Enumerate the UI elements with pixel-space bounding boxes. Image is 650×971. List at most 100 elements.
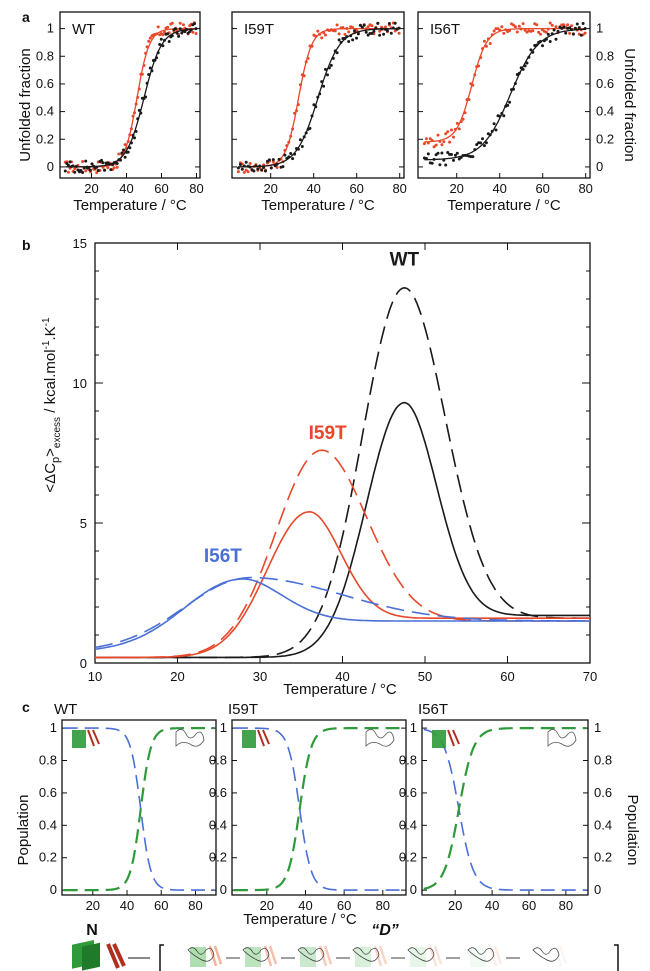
red-data-point	[521, 22, 525, 26]
denatured-ensemble-label: “D”	[371, 922, 399, 939]
black-data-point	[436, 151, 440, 155]
strand-icon	[447, 729, 460, 747]
helix-shape	[190, 947, 206, 967]
black-data-point	[192, 22, 196, 26]
y-tick-label: 0.2	[209, 850, 227, 865]
black-data-point	[484, 141, 488, 145]
black-data-point	[471, 155, 475, 159]
black-data-point	[508, 100, 512, 104]
y-tick-label: 1	[594, 720, 601, 735]
x-tick-label: 20	[449, 181, 463, 196]
red-data-point	[492, 29, 496, 33]
red-data-point	[112, 166, 116, 170]
red-data-point	[337, 32, 341, 36]
red-data-point	[461, 117, 465, 121]
x-tick-label: 80	[559, 898, 573, 913]
y-tick-label: 0.2	[594, 850, 612, 865]
black-data-point	[562, 25, 566, 29]
intermediate-structure-icon	[532, 945, 568, 967]
red-data-point	[320, 36, 324, 40]
black-data-point	[167, 40, 171, 43]
black-data-point	[446, 151, 450, 154]
strand-shape	[553, 945, 568, 967]
red-data-point	[432, 145, 436, 149]
red-data-point	[106, 166, 110, 170]
panel-b-xlabel: Temperature / °C	[283, 681, 397, 698]
panel-a-subplot-wt: 20 40 60 80 0 0.2 0.4 0.6 0.8 1 WT Temperature / °C	[36, 11, 204, 214]
red-data-point	[242, 170, 246, 174]
black-data-point	[133, 136, 136, 140]
black-data-point	[440, 151, 444, 155]
y-tick-label: 0	[410, 882, 417, 897]
black-data-point	[337, 38, 341, 42]
x-tick-label: 20	[84, 181, 98, 196]
y-tick-label: 1	[50, 720, 57, 735]
red-data-point	[181, 23, 185, 27]
x-tick-label: 40	[306, 181, 320, 196]
x-tick-label: 40	[485, 898, 499, 913]
red-data-point	[537, 30, 541, 34]
x-tick-label: 20	[86, 898, 100, 913]
red-data-point	[568, 31, 572, 35]
black-data-point	[525, 61, 529, 65]
red-data-point	[316, 29, 320, 33]
denatured-population-curve	[63, 727, 215, 892]
black-data-point	[178, 27, 182, 31]
black-fit-curve	[65, 28, 197, 168]
red-data-point	[548, 21, 552, 25]
red-data-point	[482, 39, 486, 43]
x-tick-label: 80	[189, 181, 203, 196]
x-tick-label: 50	[418, 669, 432, 684]
x-tick-label: 60	[337, 898, 351, 913]
red-data-point	[156, 25, 160, 29]
strand-shape	[208, 945, 223, 967]
red-data-point	[436, 133, 440, 137]
black-data-point	[376, 21, 380, 25]
black-data-point	[356, 32, 360, 36]
red-data-point	[271, 160, 275, 164]
intermediate-structure-icon	[467, 945, 520, 967]
red-data-point	[117, 152, 121, 156]
y-tick-label: 0.8	[399, 753, 417, 768]
red-data-point	[450, 128, 453, 132]
plot-frame	[231, 11, 405, 179]
red-data-point	[166, 25, 170, 29]
black-data-point	[453, 153, 457, 157]
black-data-point	[79, 169, 83, 172]
red-data-point	[566, 23, 570, 27]
black-data-point	[554, 37, 558, 41]
black-data-point	[123, 155, 127, 159]
black-data-point	[166, 32, 170, 36]
red-data-point	[178, 21, 182, 25]
black-data-point	[564, 31, 568, 35]
x-tick-label: 40	[335, 669, 349, 684]
panel-c-xlabel: Temperature / °C	[243, 911, 357, 928]
y-tick-label: 0.2	[39, 850, 57, 865]
x-tick-label: 40	[120, 898, 134, 913]
x-axis-title: Temperature / °C	[73, 197, 187, 214]
red-data-point	[484, 44, 488, 48]
black-data-point	[73, 170, 77, 174]
black-fit-curve	[424, 28, 586, 161]
intermediate-structure-icon	[187, 945, 240, 967]
panel-c-ylabel: Population	[15, 795, 32, 866]
black-data-point	[541, 44, 544, 48]
red-data-point	[347, 30, 351, 34]
panel-a-subplot-i56t: 20 40 60 80 0 0.2 0.4 0.6 0.8 1 I56T Temperature / …	[417, 11, 614, 214]
black-data-point	[90, 162, 94, 166]
red-data-point	[513, 25, 517, 29]
red-data-point	[488, 42, 492, 45]
red-data-point	[448, 140, 452, 144]
red-data-point	[66, 170, 70, 174]
y-tick-label: 1	[47, 21, 54, 36]
black-data-point	[353, 29, 356, 33]
red-data-point	[583, 31, 587, 35]
panel-c-ylabel-right: Population	[624, 795, 641, 866]
black-data-point	[481, 137, 484, 141]
black-data-point	[387, 22, 391, 25]
helix-shape	[355, 947, 371, 967]
y-tick-label: 1	[596, 21, 603, 36]
x-tick-label: 60	[500, 669, 514, 684]
y-tick-label: 0.2	[36, 131, 54, 146]
